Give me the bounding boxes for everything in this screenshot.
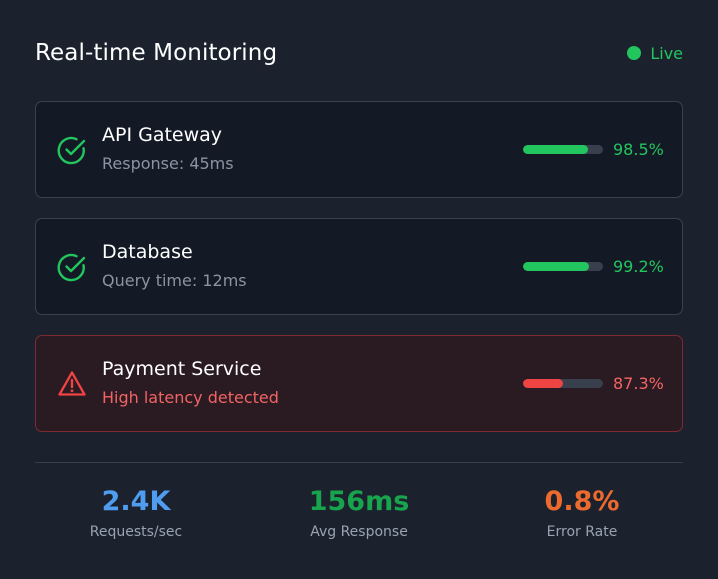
service-name: Database <box>102 241 193 263</box>
live-status-label: Live <box>650 43 683 63</box>
divider <box>35 462 683 463</box>
stat-value: 156ms <box>308 486 410 517</box>
uptime-value: 98.5% <box>613 140 664 159</box>
service-card-database[interactable]: Database Query time: 12ms 99.2% <box>35 218 683 315</box>
warning-triangle-icon <box>58 371 86 396</box>
uptime-bar <box>523 145 603 154</box>
service-name: Payment Service <box>102 358 262 380</box>
uptime-bar-fill <box>523 145 588 154</box>
panel-header: Real-time Monitoring Live <box>35 36 683 70</box>
stat-value: 2.4K <box>101 486 171 517</box>
live-status: Live <box>627 44 683 63</box>
uptime-bar <box>523 262 603 271</box>
stat-avg-response: 156ms Avg Response <box>248 484 470 554</box>
page-title: Real-time Monitoring <box>35 40 278 66</box>
uptime-bar-fill <box>523 262 590 271</box>
stat-requests: 2.4K Requests/sec <box>25 484 247 554</box>
uptime-bar-fill <box>523 379 564 388</box>
uptime-bar <box>523 379 603 388</box>
stat-label: Avg Response <box>310 524 408 540</box>
check-circle-icon <box>57 253 86 282</box>
live-dot-icon <box>627 46 642 60</box>
service-name: API Gateway <box>102 124 223 146</box>
service-card-api-gateway[interactable]: API Gateway Response: 45ms 98.5% <box>35 101 683 198</box>
stat-label: Error Rate <box>546 524 618 540</box>
service-detail: Response: 45ms <box>102 154 234 173</box>
service-detail: High latency detected <box>102 388 279 407</box>
service-detail: Query time: 12ms <box>102 271 247 290</box>
uptime-value: 99.2% <box>613 257 664 276</box>
service-card-payment-service[interactable]: Payment Service High latency detected 87… <box>35 335 683 432</box>
check-circle-icon <box>57 136 86 165</box>
stat-value: 0.8% <box>544 486 620 517</box>
stat-error-rate: 0.8% Error Rate <box>471 484 693 554</box>
stat-label: Requests/sec <box>89 524 183 540</box>
uptime-value: 87.3% <box>613 374 664 393</box>
summary-stats: 2.4K Requests/sec 156ms Avg Response 0.8… <box>25 484 693 554</box>
